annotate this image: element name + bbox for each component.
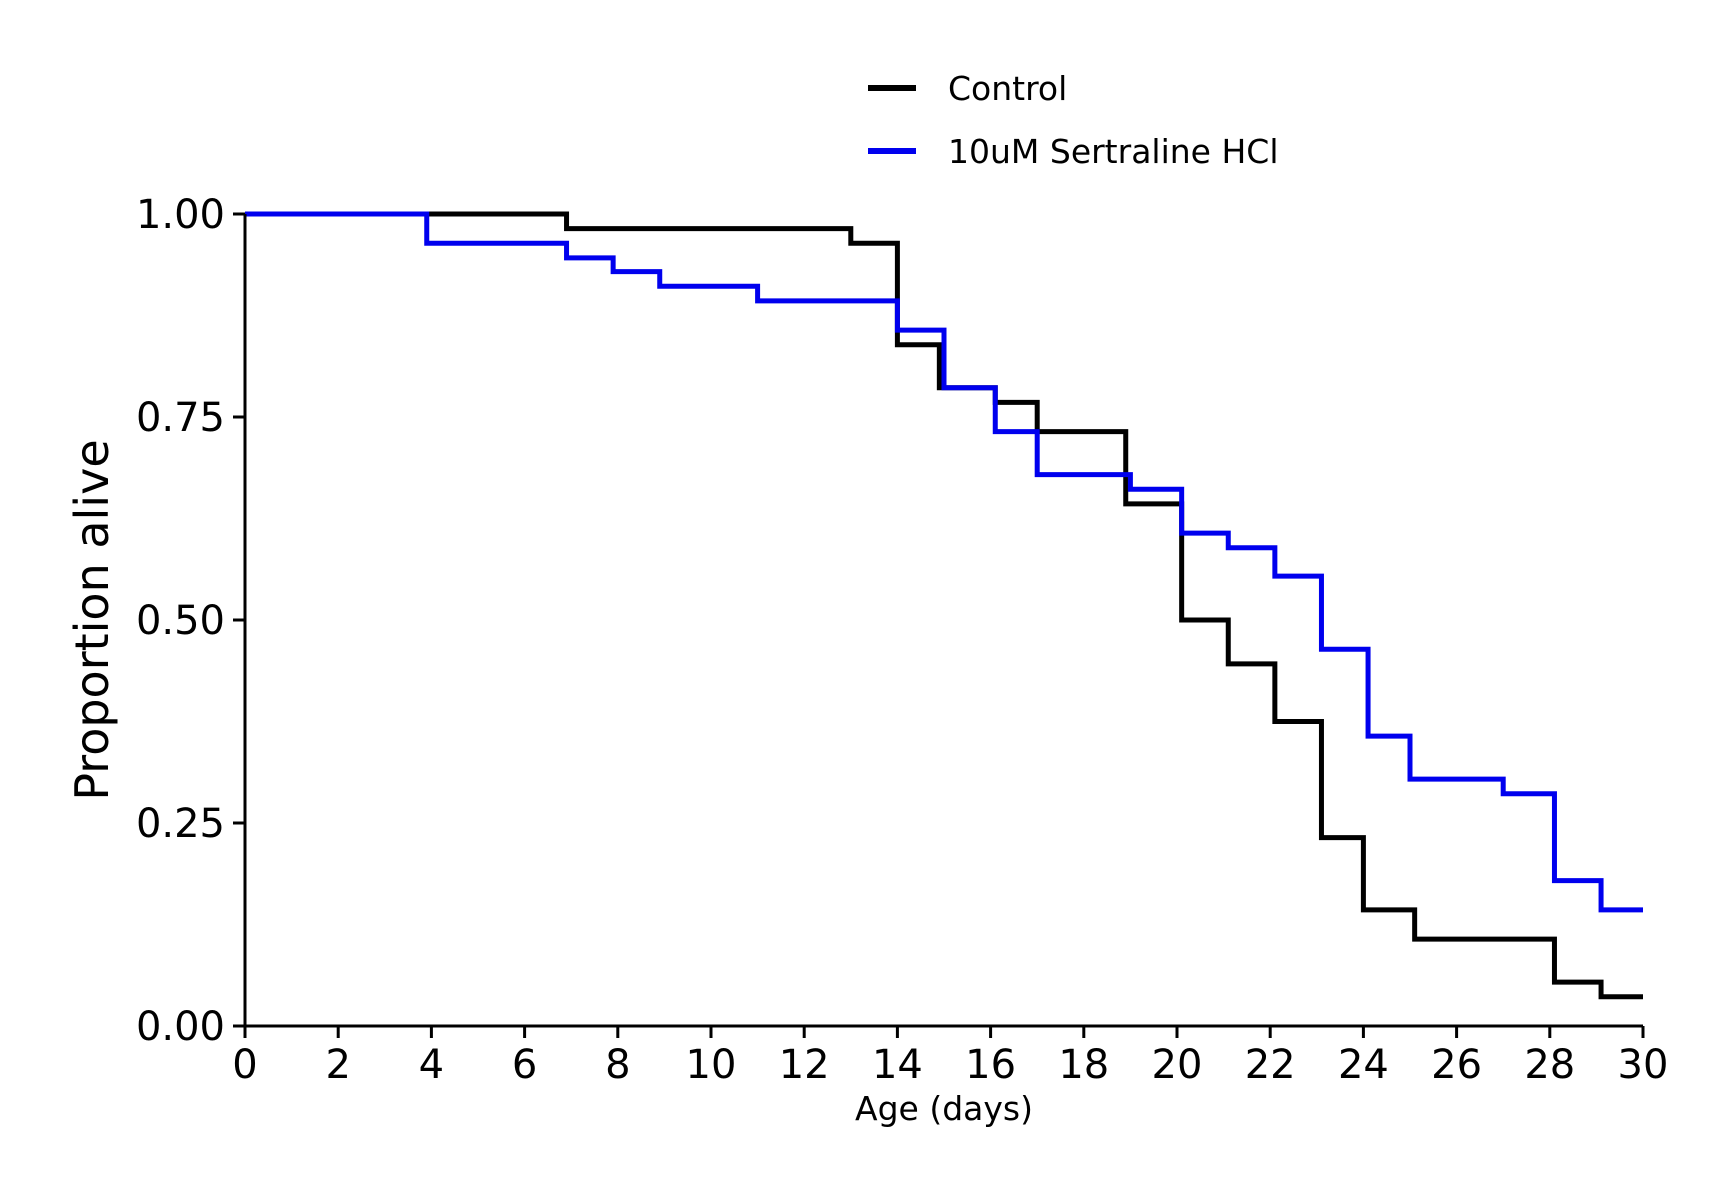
legend-label: 10uM Sertraline HCl [948,132,1278,171]
x-tick-label: 4 [419,1042,444,1088]
legend-label: Control [948,69,1067,108]
x-axis-title: Age (days) [855,1089,1033,1128]
x-tick-label: 0 [232,1042,257,1088]
x-tick-label: 28 [1524,1042,1575,1088]
legend: Control 10uM Sertraline HCl [868,69,1278,171]
series-line-sertraline [245,211,1643,913]
y-tick-label: 0.75 [136,395,225,441]
x-tick-label: 18 [1058,1042,1109,1088]
x-tick-label: 16 [965,1042,1016,1088]
y-axis-title: Proportion alive [65,439,119,800]
y-tick-label: 0.00 [136,1004,225,1050]
series-line-control [245,211,1643,1000]
x-tick-label: 8 [605,1042,630,1088]
x-tick-label: 6 [512,1042,537,1088]
y-tick-label: 1.00 [136,192,225,238]
x-tick-label: 24 [1338,1042,1389,1088]
y-ticks: 0.00 0.25 0.50 0.75 1.00 [136,192,245,1050]
x-tick-label: 20 [1152,1042,1203,1088]
x-tick-label: 30 [1618,1042,1669,1088]
x-tick-label: 26 [1431,1042,1482,1088]
x-tick-label: 10 [686,1042,737,1088]
x-tick-label: 14 [872,1042,923,1088]
x-ticks: 0 2 4 6 8 10 12 14 16 18 20 22 24 26 28 30 [232,1026,1668,1088]
y-tick-label: 0.25 [136,801,225,847]
x-tick-label: 22 [1245,1042,1296,1088]
plot-area [245,211,1643,1000]
x-tick-label: 2 [325,1042,350,1088]
y-tick-label: 0.50 [136,598,225,644]
x-tick-label: 12 [779,1042,830,1088]
